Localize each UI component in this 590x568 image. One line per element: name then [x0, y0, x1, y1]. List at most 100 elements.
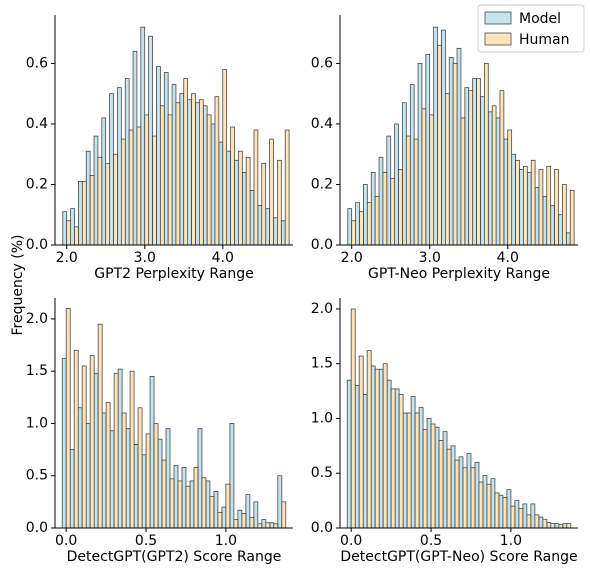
bar	[209, 496, 215, 529]
bar	[237, 509, 243, 529]
y-tick-label: 0.0	[26, 520, 48, 536]
bar	[566, 523, 572, 529]
bar	[185, 485, 191, 529]
bar	[225, 483, 231, 529]
y-tick-label: 0.4	[311, 116, 333, 132]
bar	[503, 138, 509, 246]
legend-label: Human	[519, 32, 570, 48]
bar	[177, 480, 183, 529]
bar	[265, 208, 270, 246]
bar	[446, 448, 452, 529]
bar	[487, 111, 493, 246]
bar	[61, 358, 67, 529]
y-tick-label: 0.0	[311, 237, 333, 253]
bar	[89, 175, 95, 246]
bar	[191, 93, 196, 246]
bar	[257, 523, 263, 529]
legend-swatch	[484, 32, 512, 46]
bar	[273, 523, 279, 529]
bar	[382, 363, 388, 529]
bar	[519, 168, 524, 246]
bar	[394, 388, 400, 529]
bar	[253, 501, 259, 529]
bar	[199, 99, 204, 246]
x-tick-label: 0.5	[420, 533, 442, 549]
bar	[347, 208, 353, 246]
bar	[374, 196, 380, 246]
bar	[402, 412, 408, 529]
bar	[277, 475, 283, 529]
bar	[101, 412, 107, 529]
x-tick-label: 3.0	[134, 250, 156, 266]
bar	[129, 370, 135, 529]
bar	[386, 379, 392, 529]
bar	[530, 503, 536, 529]
x-axis-label: DetectGPT(GPT2) Score Range	[67, 549, 282, 565]
bar	[390, 178, 395, 246]
bar	[169, 478, 175, 529]
bar	[201, 477, 207, 529]
bar	[97, 156, 103, 246]
bar	[89, 355, 95, 529]
bar	[458, 456, 464, 529]
y-tick-label: 1.5	[311, 356, 333, 372]
bar	[213, 491, 219, 529]
bar	[454, 459, 460, 529]
bar	[74, 226, 79, 246]
bar	[132, 50, 138, 246]
x-tick-label: 0.0	[55, 533, 77, 549]
y-tick-label: 0.5	[311, 465, 333, 481]
y-tick-label: 0.4	[26, 116, 48, 132]
bar	[402, 102, 407, 246]
bar	[366, 350, 372, 529]
bar	[277, 159, 282, 246]
bar	[234, 159, 239, 246]
bar	[526, 172, 532, 246]
bar	[217, 511, 223, 529]
bar	[163, 72, 169, 246]
bar	[476, 78, 481, 246]
bar	[62, 211, 68, 246]
y-tick-label: 0.5	[26, 468, 48, 484]
bar	[558, 214, 563, 246]
bar	[482, 475, 488, 529]
bar	[562, 523, 568, 529]
bar	[526, 514, 532, 529]
bar	[518, 507, 524, 529]
bar	[417, 63, 423, 246]
bar	[554, 168, 559, 246]
bar	[141, 454, 147, 529]
bar	[495, 117, 501, 246]
bar	[189, 480, 195, 529]
bar	[562, 184, 567, 246]
bar	[542, 518, 548, 529]
bar	[437, 44, 442, 246]
bar	[542, 196, 548, 246]
bar	[261, 162, 267, 246]
bar	[113, 372, 119, 529]
bar	[269, 522, 275, 529]
bar	[565, 232, 571, 246]
bar	[109, 93, 114, 246]
bar	[418, 407, 424, 529]
bar	[173, 464, 179, 529]
bar	[81, 181, 87, 246]
bar	[181, 467, 187, 529]
bar	[105, 402, 111, 529]
bar	[284, 129, 290, 246]
bar	[69, 449, 75, 529]
bar	[197, 428, 203, 529]
bar	[355, 202, 360, 246]
bar	[78, 181, 83, 246]
bar	[187, 99, 192, 246]
x-tick-label: 0.0	[340, 533, 362, 549]
bar	[249, 517, 255, 529]
x-axis-label: GPT-Neo Perplexity Range	[368, 266, 550, 282]
bar	[350, 308, 356, 529]
bar	[359, 211, 364, 246]
bar	[486, 483, 492, 529]
bar	[109, 430, 115, 529]
bar	[124, 78, 130, 246]
bar	[405, 135, 411, 246]
